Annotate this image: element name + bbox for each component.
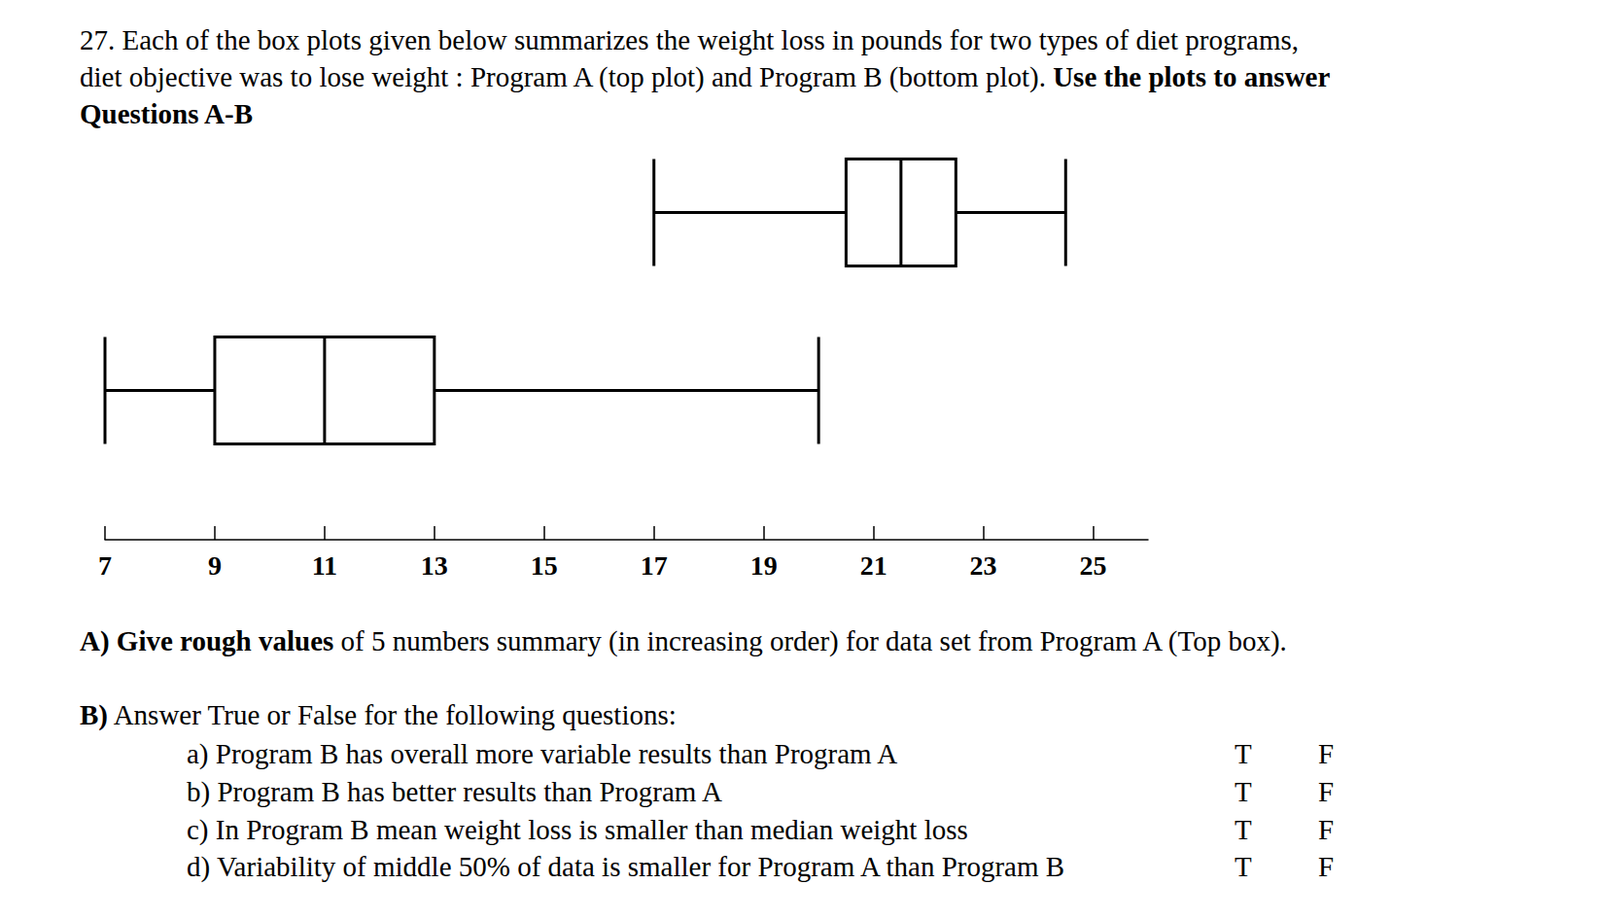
html-text:T: T — [1234, 813, 1252, 845]
svg-text:21: 21 — [860, 550, 888, 581]
svg-text:11: 11 — [312, 550, 338, 581]
html-text:diet objective was to lose wei: diet objective was to lose weight : Prog… — [79, 61, 1331, 93]
svg-text:25: 25 — [1079, 550, 1108, 581]
html-text:d) Variability of middle 50% o: d) Variability of middle 50% of data is … — [186, 850, 1065, 882]
html-text:F: F — [1318, 813, 1334, 845]
html-text:27. Each of the box plots give: 27. Each of the box plots given below su… — [79, 24, 1299, 56]
svg-text:17: 17 — [640, 550, 668, 581]
html-text:T: T — [1234, 850, 1252, 882]
html-text:A) Give rough values of 5 numb: A) Give rough values of 5 numbers summar… — [79, 625, 1287, 657]
html-text:a) Program B has overall more: a) Program B has overall more variable r… — [186, 737, 898, 769]
html-text:b) Program B has better result: b) Program B has better results than Pro… — [186, 775, 723, 807]
html-text:B) Answer True or False for th: B) Answer True or False for the followin… — [79, 698, 677, 731]
svg-text:19: 19 — [750, 550, 778, 581]
html-text:c) In Program B mean weight lo: c) In Program B mean weight loss is smal… — [186, 813, 968, 845]
html-text:F: F — [1318, 775, 1334, 807]
html-text:T: T — [1234, 737, 1252, 769]
svg-text:7: 7 — [98, 550, 112, 581]
svg-text:13: 13 — [420, 550, 449, 581]
svg-text:23: 23 — [970, 550, 998, 581]
html-text:T: T — [1234, 775, 1252, 807]
html-text:F: F — [1318, 850, 1334, 882]
svg-text:9: 9 — [208, 550, 222, 581]
html-text:F: F — [1318, 737, 1334, 769]
html-text:Questions A-B: Questions A-B — [79, 98, 253, 130]
svg-text:15: 15 — [530, 550, 558, 581]
